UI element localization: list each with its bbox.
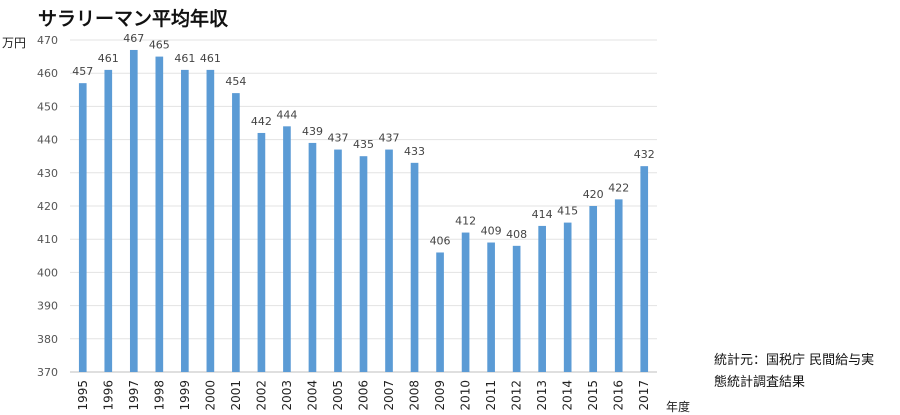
y-tick-label: 410 (37, 233, 58, 246)
x-tick-label-1998: 1998 (152, 380, 166, 411)
data-label-1996: 461 (98, 52, 119, 65)
x-tick-label-2006: 2006 (357, 380, 371, 411)
data-label-2001: 454 (225, 75, 246, 88)
x-tick-label-2001: 2001 (229, 380, 243, 411)
x-tick-label-2000: 2000 (203, 380, 217, 411)
data-label-2000: 461 (200, 52, 221, 65)
bar-2000 (206, 69, 215, 372)
x-tick-label-2014: 2014 (561, 380, 575, 411)
data-label-1995: 457 (72, 65, 93, 78)
x-tick-label-2017: 2017 (637, 380, 651, 411)
data-label-2009: 406 (430, 234, 451, 247)
bars (78, 49, 649, 373)
y-tick-label: 420 (37, 200, 58, 213)
x-tick-label-2016: 2016 (612, 380, 626, 411)
x-tick-label-1999: 1999 (178, 380, 192, 411)
y-tick-label: 440 (37, 134, 58, 147)
y-tick-label: 380 (37, 333, 58, 346)
data-label-1997: 467 (123, 32, 144, 45)
data-labels: 457 461 467 465 461 461 454 442 444 439 437 435 437 4… (72, 32, 654, 248)
y-tick-label: 470 (37, 34, 58, 47)
bar-2003 (283, 126, 291, 372)
x-tick-label-2005: 2005 (331, 380, 345, 411)
y-axis-unit: 万円 (2, 36, 27, 50)
x-tick-labels: 1995 1996 1997 1998 1999 2000 2001 2002 2003 2004… (76, 380, 651, 411)
source-line-1: 統計元：国税庁 民間給与実 (714, 353, 875, 368)
bar-2015 (589, 206, 598, 372)
bar-2008 (410, 162, 419, 372)
x-tick-label-2002: 2002 (254, 380, 268, 411)
data-label-2006: 435 (353, 138, 374, 151)
bar-2014 (563, 222, 572, 372)
x-tick-label-1997: 1997 (127, 380, 141, 411)
y-tick-label: 450 (37, 100, 58, 113)
data-label-2007: 437 (379, 132, 400, 145)
bar-2001 (232, 93, 240, 373)
x-tick-label-1996: 1996 (101, 380, 115, 411)
bar-2009 (436, 252, 444, 372)
data-label-2010: 412 (455, 215, 476, 228)
x-tick-label-2013: 2013 (535, 380, 549, 411)
data-label-2017: 432 (634, 148, 655, 161)
bar-2017 (640, 166, 649, 372)
bar-2002 (257, 132, 266, 372)
x-tick-label-2003: 2003 (280, 380, 294, 411)
x-tick-label-2015: 2015 (586, 380, 600, 411)
y-tick-label: 460 (37, 67, 58, 80)
x-tick-label-2008: 2008 (408, 380, 422, 411)
y-tick-labels: 370 380 390 400 410 420 430 440 450 460 470 (37, 34, 58, 379)
source-note: 統計元：国税庁 民間給与実 態統計調査結果 (714, 350, 894, 394)
x-tick-label-2007: 2007 (382, 380, 396, 411)
x-tick-label-1995: 1995 (76, 380, 90, 411)
bar-1997 (129, 49, 138, 373)
source-line-2: 態統計調査結果 (714, 375, 806, 390)
data-label-2002: 442 (251, 115, 272, 128)
y-tick-label: 400 (37, 266, 58, 279)
bar-1996 (104, 69, 113, 372)
y-tick-label: 370 (37, 366, 58, 379)
bar-2004 (308, 142, 317, 372)
y-tick-label: 430 (37, 167, 58, 180)
bar-2006 (359, 156, 368, 372)
x-tick-label-2010: 2010 (459, 380, 473, 411)
data-label-2015: 420 (583, 188, 604, 201)
x-tick-label-2011: 2011 (484, 380, 498, 411)
x-tick-label-2012: 2012 (510, 380, 524, 411)
chart-title: サラリーマン平均年収 (38, 8, 229, 30)
bar-1999 (181, 69, 189, 372)
bar-2012 (512, 245, 521, 372)
data-label-2011: 409 (481, 225, 502, 238)
bar-2010 (461, 232, 470, 372)
data-label-2014: 415 (557, 205, 578, 218)
data-label-2003: 444 (276, 108, 297, 121)
y-tick-label: 390 (37, 300, 58, 313)
x-tick-label-2004: 2004 (305, 380, 319, 411)
bar-1998 (155, 56, 164, 372)
bar-2011 (487, 242, 495, 372)
data-label-2005: 437 (327, 132, 348, 145)
x-tick-label-2009: 2009 (433, 380, 447, 411)
bar-2013 (538, 225, 546, 372)
data-label-2012: 408 (506, 228, 527, 241)
data-label-1998: 465 (149, 39, 170, 52)
bar-2005 (334, 149, 342, 372)
bar-2007 (385, 149, 393, 372)
data-label-2004: 439 (302, 125, 323, 138)
bar-1995 (78, 83, 87, 372)
data-label-1999: 461 (174, 52, 195, 65)
x-axis-unit: 年度 (666, 400, 691, 414)
bar-2016 (614, 199, 623, 372)
data-label-2013: 414 (532, 208, 553, 221)
data-label-2008: 433 (404, 145, 425, 158)
data-label-2016: 422 (608, 181, 629, 194)
